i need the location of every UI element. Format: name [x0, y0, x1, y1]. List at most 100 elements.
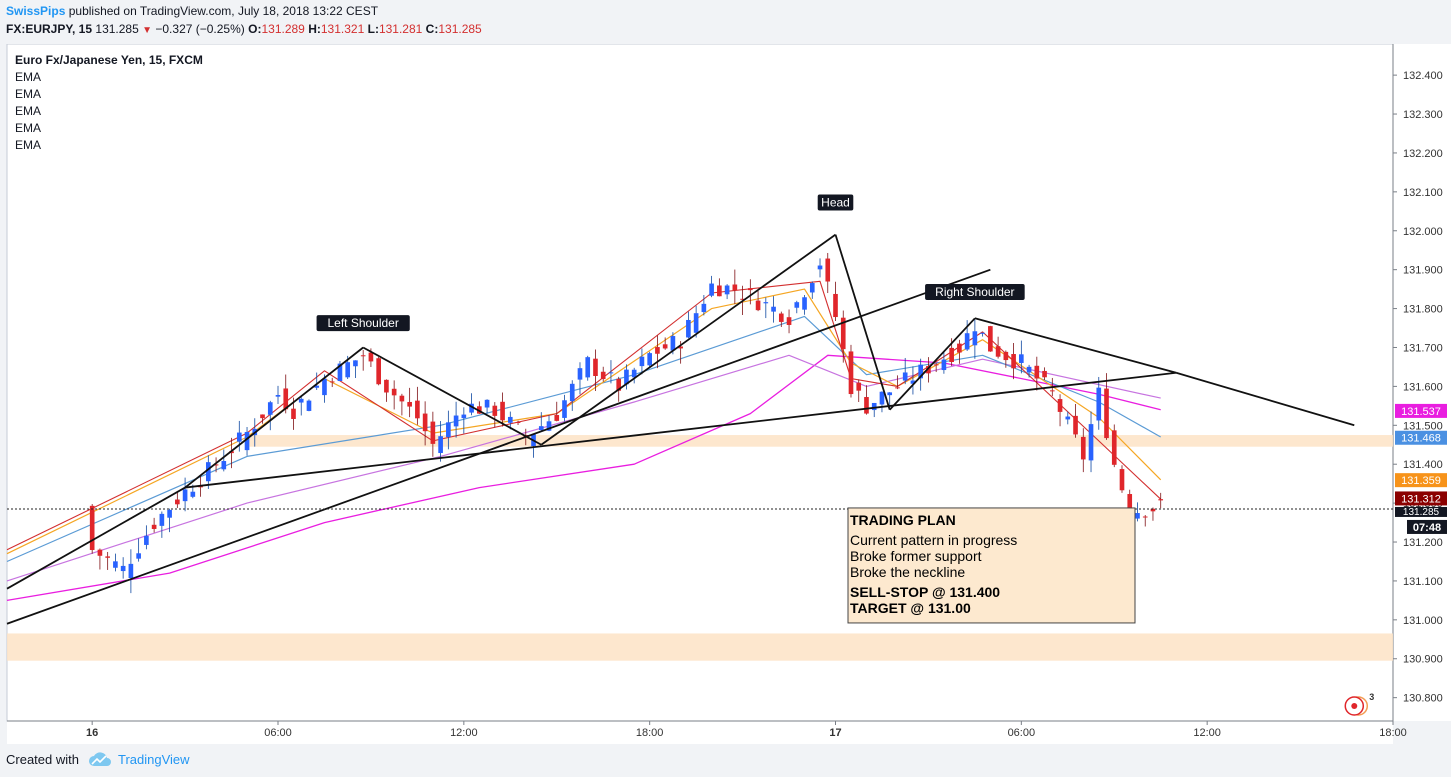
x-tick-label: 18:00: [1379, 727, 1407, 739]
candle-body: [136, 553, 141, 559]
price-axis-badge-label: 131.537: [1401, 406, 1441, 418]
candle-body: [368, 352, 374, 362]
close-label: C:: [425, 22, 439, 36]
created-with-text: Created with: [6, 752, 79, 767]
candle-body: [1150, 508, 1156, 512]
candle-body: [856, 382, 862, 391]
indicator-legend-item: EMA: [15, 70, 41, 84]
down-arrow-icon: ▼: [142, 25, 153, 36]
candle-body: [1127, 494, 1133, 518]
author-name[interactable]: SwissPips: [6, 4, 66, 18]
price-chart[interactable]: 132.400 132.300 132.200 132.100 132.000 131.9…: [0, 43, 1451, 744]
candle-body: [144, 535, 149, 545]
candle-body: [693, 313, 699, 333]
instrument-title: Euro Fx/Japanese Yen, 15, FXCM: [15, 53, 203, 67]
candle-body: [353, 360, 358, 367]
event-marker-dot: [1351, 703, 1358, 709]
candle-body: [802, 297, 807, 310]
candle-body: [949, 347, 954, 363]
candle-body: [229, 451, 234, 454]
y-tick-label: 131.100: [1403, 576, 1443, 588]
ema-line-4: [6, 280, 1162, 551]
candle-body: [624, 369, 629, 385]
trading-plan-line: Broke former support: [850, 548, 982, 564]
candle-body: [159, 513, 165, 526]
chart-footer: Created with TradingView: [0, 744, 1451, 777]
candle-body: [608, 372, 614, 374]
candle-body: [763, 302, 769, 304]
candle-body: [933, 364, 939, 366]
candle-body: [538, 426, 544, 431]
candle-body: [1119, 469, 1125, 491]
candle-body: [817, 265, 823, 270]
high-label: H:: [308, 22, 321, 36]
candle-body: [446, 422, 451, 438]
candle-body: [267, 402, 273, 415]
x-tick-label: 06:00: [264, 727, 292, 739]
candle-body: [221, 461, 227, 470]
candle-body: [291, 408, 296, 419]
candle-body: [314, 385, 320, 388]
candle-body: [918, 364, 923, 379]
y-tick-label: 131.500: [1403, 420, 1443, 432]
candle-body: [376, 358, 381, 385]
y-tick-label: 132.400: [1403, 70, 1443, 82]
candle-body: [407, 401, 412, 407]
candle-body: [701, 303, 707, 313]
candle-body: [198, 486, 203, 488]
price-axis-badge: [1395, 473, 1447, 488]
candle-body: [755, 300, 761, 311]
candle-body: [260, 414, 265, 419]
y-tick-label: 131.700: [1403, 342, 1443, 354]
candle-body: [577, 368, 583, 380]
close-value: 131.285: [438, 22, 482, 36]
candle-body: [732, 284, 738, 291]
candle-body: [972, 331, 978, 346]
y-tick-label: 131.200: [1403, 537, 1443, 549]
low-value: 131.281: [378, 22, 423, 36]
candle-body: [306, 400, 312, 411]
candle-body: [639, 356, 645, 367]
candle-body: [771, 306, 776, 312]
candle-body: [438, 436, 443, 454]
last-price: 131.285: [95, 22, 139, 36]
x-tick-label: 06:00: [1008, 727, 1036, 739]
candle-body: [167, 509, 172, 518]
current-price-badge-label: 131.285: [1403, 507, 1440, 518]
low-label: L:: [367, 22, 379, 36]
indicator-legend-item: EMA: [15, 121, 41, 135]
pattern-label: Head: [821, 196, 850, 210]
y-tick-label: 131.400: [1403, 459, 1443, 471]
tradingview-brand-link[interactable]: TradingView: [118, 752, 190, 767]
pattern-label: Right Shoulder: [935, 285, 1014, 299]
candle-body: [97, 549, 103, 556]
candle-body: [686, 319, 691, 338]
candle-body: [1042, 370, 1047, 378]
candle-body: [175, 499, 180, 505]
price-axis-area: [1393, 44, 1451, 721]
ema-line-0: [6, 354, 1161, 602]
candle-body: [213, 464, 219, 466]
candle-body: [1096, 387, 1102, 421]
trend-line: [974, 317, 1177, 374]
candle-body: [345, 362, 351, 378]
x-tick-label: 16: [86, 727, 98, 739]
price-change: −0.327 (−0.25%): [155, 22, 245, 36]
candle-body: [461, 414, 467, 419]
candle-body: [600, 371, 606, 380]
candle-body: [190, 491, 196, 497]
countdown-badge: [1407, 519, 1447, 534]
chart-container[interactable]: 132.400 132.300 132.200 132.100 132.000 131.9…: [0, 43, 1451, 744]
candle-body: [89, 505, 95, 550]
x-tick-label: 12:00: [450, 727, 478, 739]
trading-plan-box: [847, 507, 1136, 624]
candle-body: [833, 293, 838, 318]
y-tick-label: 130.900: [1403, 654, 1443, 666]
trend-line: [6, 486, 186, 590]
indicator-legend-item: EMA: [15, 87, 41, 101]
zone-0: [247, 435, 1393, 447]
trading-plan-line: Broke the neckline: [850, 564, 965, 580]
candle-body: [205, 462, 211, 482]
candle-body: [678, 346, 683, 349]
candle-body: [709, 283, 714, 296]
